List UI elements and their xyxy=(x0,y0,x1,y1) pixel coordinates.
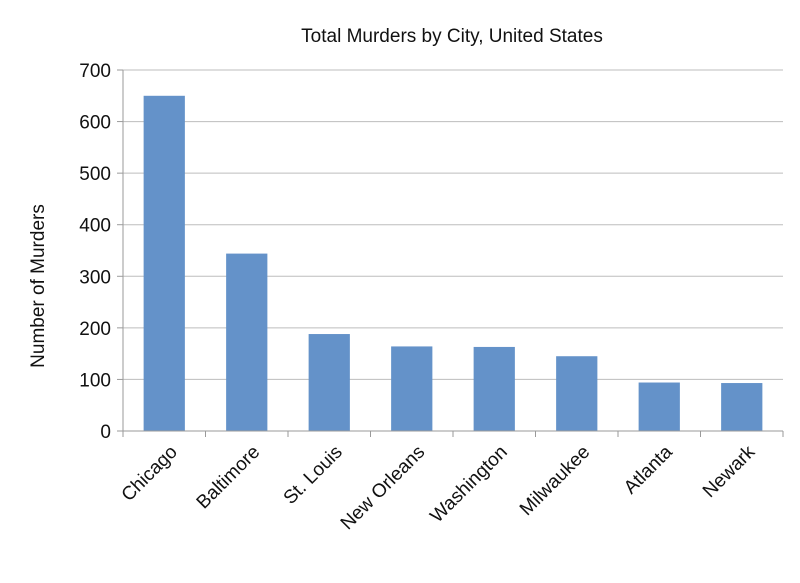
y-tick-label: 600 xyxy=(79,113,111,134)
y-tick-labels: 0 100 200 300 400 500 600 700 xyxy=(79,61,111,443)
y-tick-label: 200 xyxy=(79,319,111,340)
y-tick-label: 100 xyxy=(79,370,111,391)
bar-newark xyxy=(721,383,763,431)
x-tick-label: St. Louis xyxy=(280,442,347,509)
y-tick-label: 0 xyxy=(100,422,111,443)
bar-milwaukee xyxy=(556,356,598,431)
gridlines xyxy=(123,69,783,380)
y-tick-label: 700 xyxy=(79,61,111,82)
x-tick-label: Baltimore xyxy=(193,442,265,514)
y-tick-label: 400 xyxy=(79,216,111,237)
bar-new-orleans xyxy=(391,346,433,431)
bar-st-louis xyxy=(308,334,350,431)
y-tick-label: 300 xyxy=(79,267,111,288)
x-tick-label: Newark xyxy=(699,441,760,502)
y-tick-label: 500 xyxy=(79,164,111,185)
chart-title: Total Murders by City, United States xyxy=(301,26,603,47)
x-tick-label: Chicago xyxy=(118,442,182,506)
x-tick-label: Atlanta xyxy=(620,441,677,498)
bars xyxy=(143,95,763,432)
bar-washington xyxy=(473,346,515,431)
bar-atlanta xyxy=(638,382,680,431)
bar-chicago xyxy=(143,95,185,432)
bar-baltimore xyxy=(226,253,268,431)
x-tick-label: New Orleans xyxy=(337,442,430,535)
axes xyxy=(117,69,784,437)
x-tick-label: Washington xyxy=(426,442,511,527)
y-axis-label: Number of Murders xyxy=(28,204,49,368)
x-tick-label: Milwaukee xyxy=(516,442,594,520)
